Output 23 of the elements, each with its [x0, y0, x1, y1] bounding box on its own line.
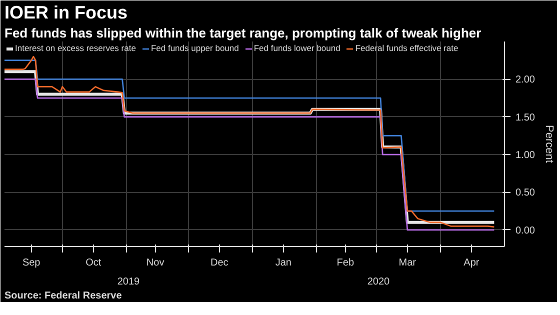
- legend-label: Interest on excess reserves rate: [15, 43, 136, 53]
- y-tick-label: 2.00: [516, 74, 536, 86]
- y-tick-label: 0.00: [516, 225, 536, 236]
- x-tick-label: Oct: [86, 258, 102, 268]
- legend-label: Fed funds upper bound: [150, 43, 239, 53]
- y-tick-label: 0.50: [516, 188, 536, 199]
- x-tick-label: Jan: [275, 258, 292, 268]
- source-note: Source: Federal Reserve: [4, 290, 122, 302]
- y-tick-label: 1.00: [516, 150, 536, 162]
- x-tick-label: Sep: [22, 258, 41, 268]
- x-tick-label: Nov: [146, 258, 164, 268]
- x-tick-label: Dec: [210, 258, 228, 268]
- legend-label: Fed funds lower bound: [254, 43, 340, 53]
- y-axis-title: Percent: [542, 125, 555, 163]
- x-tick-label: Mar: [398, 258, 417, 268]
- x-tick-label: Feb: [336, 258, 354, 268]
- legend-label: Federal funds effective rate: [355, 43, 458, 53]
- chart-title: IOER in Focus: [4, 2, 128, 22]
- x-tick-label: Apr: [464, 258, 480, 268]
- chart-subtitle: Fed funds has slipped within the target range, prompting talk of tweak higher: [4, 26, 482, 40]
- y-tick-label: 1.50: [516, 112, 536, 124]
- text: 2019: [117, 276, 140, 288]
- text: 2020: [367, 276, 390, 288]
